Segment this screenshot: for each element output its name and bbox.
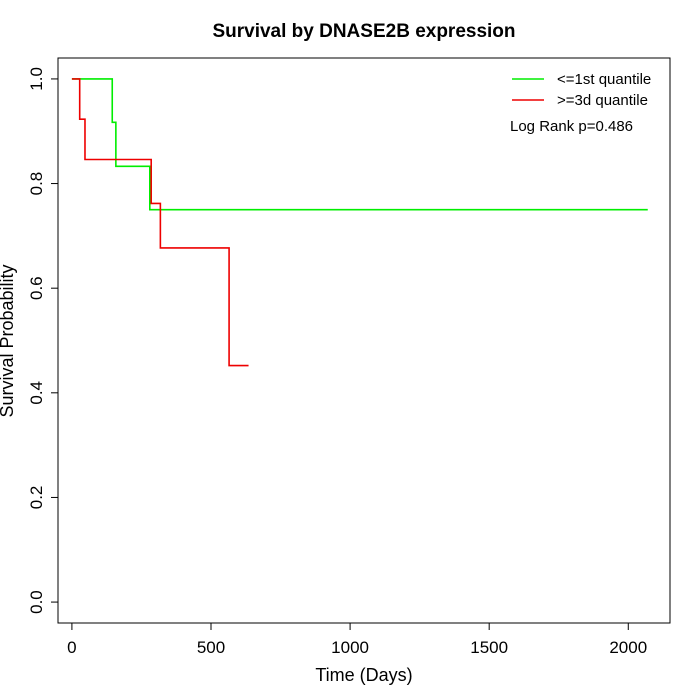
survival-curve-series-1 <box>71 78 648 211</box>
y-axis-label: Survival Probability <box>0 264 17 417</box>
legend-label-series-2: >=3d quantile <box>557 92 648 109</box>
legend-label-series-1: <=1st quantile <box>557 71 651 88</box>
y-tick-label: 1.0 <box>27 67 46 91</box>
x-tick-label: 1500 <box>470 638 508 657</box>
log-rank-annotation: Log Rank p=0.486 <box>510 118 633 135</box>
chart-title: Survival by DNASE2B expression <box>212 21 515 42</box>
x-tick-label: 2000 <box>609 638 647 657</box>
y-axis: 0.0 0.2 0.4 0.6 0.8 1.0 <box>27 67 59 614</box>
x-axis: 0 500 1000 1500 2000 <box>67 622 647 657</box>
x-tick-label: 0 <box>67 638 76 657</box>
x-axis-label: Time (Days) <box>315 665 412 685</box>
legend: <=1st quantile >=3d quantile <box>512 71 651 109</box>
y-tick-label: 0.2 <box>27 486 46 510</box>
survival-curve-series-2 <box>71 78 249 367</box>
y-tick-label: 0.0 <box>27 590 46 614</box>
series-layer <box>71 78 648 367</box>
x-tick-label: 1000 <box>331 638 369 657</box>
y-tick-label: 0.4 <box>27 381 46 405</box>
x-tick-label: 500 <box>197 638 225 657</box>
y-tick-label: 0.6 <box>27 276 46 300</box>
plot-area-frame <box>57 57 671 624</box>
y-tick-label: 0.8 <box>27 172 46 196</box>
